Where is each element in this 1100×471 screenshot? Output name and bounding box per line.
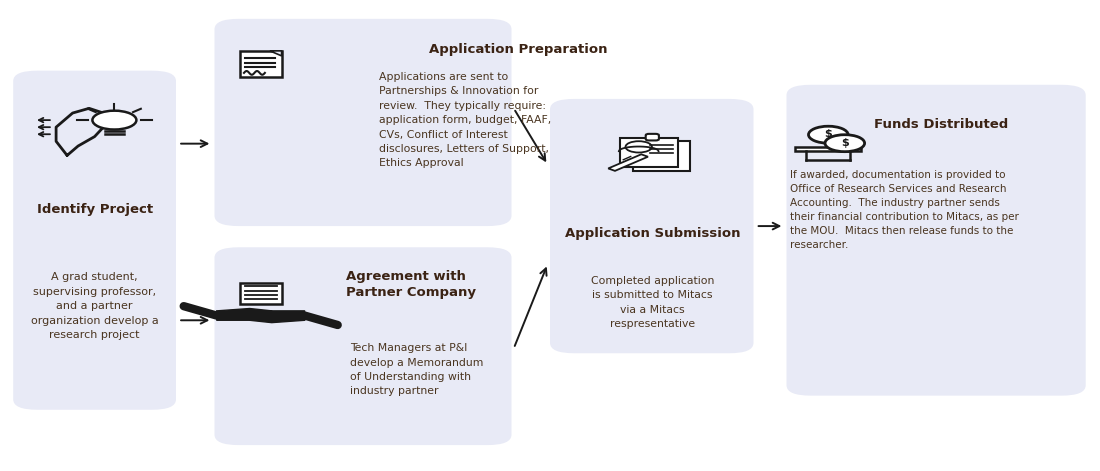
Text: Completed application
is submitted to Mitacs
via a Mitacs
respresentative: Completed application is submitted to Mi… [591, 276, 714, 329]
Text: Tech Managers at P&I
develop a Memorandum
of Understanding with
industry partner: Tech Managers at P&I develop a Memorandu… [350, 343, 483, 396]
Polygon shape [795, 147, 861, 151]
Text: Funds Distributed: Funds Distributed [874, 118, 1009, 131]
FancyBboxPatch shape [240, 51, 282, 77]
Text: A grad student,
supervising professor,
and a partner
organization develop a
rese: A grad student, supervising professor, a… [31, 272, 158, 340]
Polygon shape [608, 154, 648, 171]
Circle shape [808, 126, 848, 143]
Circle shape [92, 111, 136, 130]
Text: Application Submission: Application Submission [564, 227, 740, 240]
FancyBboxPatch shape [632, 141, 690, 171]
Text: Agreement with
Partner Company: Agreement with Partner Company [346, 270, 476, 300]
Polygon shape [270, 51, 282, 56]
Text: $: $ [824, 129, 833, 139]
FancyBboxPatch shape [240, 283, 282, 304]
Polygon shape [217, 309, 272, 320]
FancyBboxPatch shape [13, 71, 176, 410]
FancyBboxPatch shape [214, 19, 512, 226]
FancyBboxPatch shape [550, 99, 754, 353]
FancyBboxPatch shape [214, 247, 512, 445]
Text: If awarded, documentation is provided to
Office of Research Services and Researc: If awarded, documentation is provided to… [790, 170, 1019, 250]
FancyBboxPatch shape [620, 138, 678, 167]
Text: Applications are sent to
Partnerships & Innovation for
review.  They typically r: Applications are sent to Partnerships & … [379, 72, 552, 168]
Text: Application Preparation: Application Preparation [429, 43, 607, 56]
Polygon shape [250, 311, 305, 323]
FancyBboxPatch shape [786, 85, 1086, 396]
FancyBboxPatch shape [646, 134, 659, 140]
Circle shape [626, 141, 652, 153]
Text: $: $ [840, 138, 849, 148]
Text: Identify Project: Identify Project [36, 203, 153, 216]
Circle shape [825, 135, 865, 152]
